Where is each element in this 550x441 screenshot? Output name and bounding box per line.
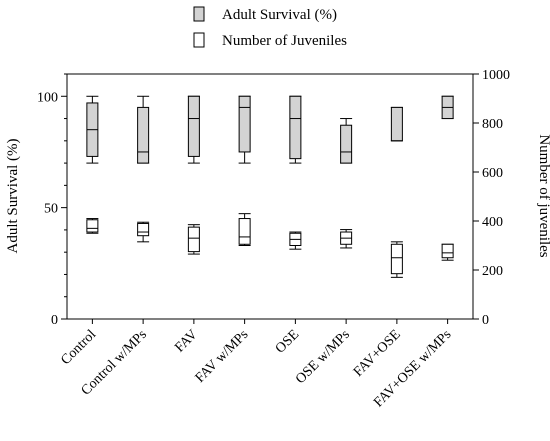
box-iqr [340,124,353,164]
juveniles-box [187,224,200,255]
box-iqr [187,226,200,253]
box-iqr [137,222,150,237]
box-iqr [390,106,403,142]
adult-survival-box [390,106,403,142]
adult-survival-box [86,95,99,164]
adult-survival-box [340,118,353,164]
x-tick-label: FAV w/MPs [193,327,252,386]
adult-survival-box [187,95,200,164]
juveniles-box [441,243,454,261]
y-axis-right-ticks: 0 200 400 600 800 1000 [473,68,510,328]
juveniles-box [137,221,150,243]
y-axis-left-ticks: 0 50 100 [37,73,67,328]
x-tick-label: FAV+OSE [351,327,404,380]
y-left-tick-label: 50 [44,202,58,217]
y-right-tick-label: 600 [482,166,503,181]
adult-survival-box [289,95,302,164]
plot-frame [66,73,474,320]
box-iqr [238,95,251,153]
x-tick-label: OSE [273,327,302,356]
adult-survival-box [441,95,454,120]
legend-swatch-juveniles [193,32,205,48]
x-tick-label: FAV [172,327,200,355]
y-right-tick-label: 200 [482,264,503,279]
y-right-tick-label: 0 [482,313,489,328]
juveniles-box [238,213,251,246]
juveniles-box [289,231,302,250]
legend-swatch-adult-survival [193,6,205,22]
juveniles-box [340,229,353,249]
box-iqr [238,218,251,245]
box-iqr [289,95,302,160]
legend-label-adult-survival: Adult Survival (%) [222,7,337,23]
box-iqr [187,95,200,157]
y-right-tick-label: 800 [482,117,503,132]
x-tick-label: Control [58,327,99,368]
y-axis-right-title: Number of juveniles [536,134,550,257]
adult-survival-box [137,95,150,164]
x-tick-label: OSE w/MPs [293,327,353,387]
box-iqr [137,106,150,164]
legend: Adult Survival (%) Number of Juveniles [193,6,347,49]
y-right-tick-label: 1000 [482,68,510,83]
y-left-tick-label: 100 [37,90,58,105]
juveniles-box [86,218,99,234]
legend-label-juveniles: Number of Juveniles [222,33,347,49]
y-axis-left-title: Adult Survival (%) [5,139,21,254]
y-left-tick-label: 0 [51,313,58,328]
adult-survival-box [238,95,251,164]
y-right-tick-label: 400 [482,215,503,230]
box-iqr [441,243,454,259]
boxes [86,95,454,278]
juveniles-box [390,241,403,278]
box-iqr [86,219,99,233]
box-iqr [390,243,403,275]
